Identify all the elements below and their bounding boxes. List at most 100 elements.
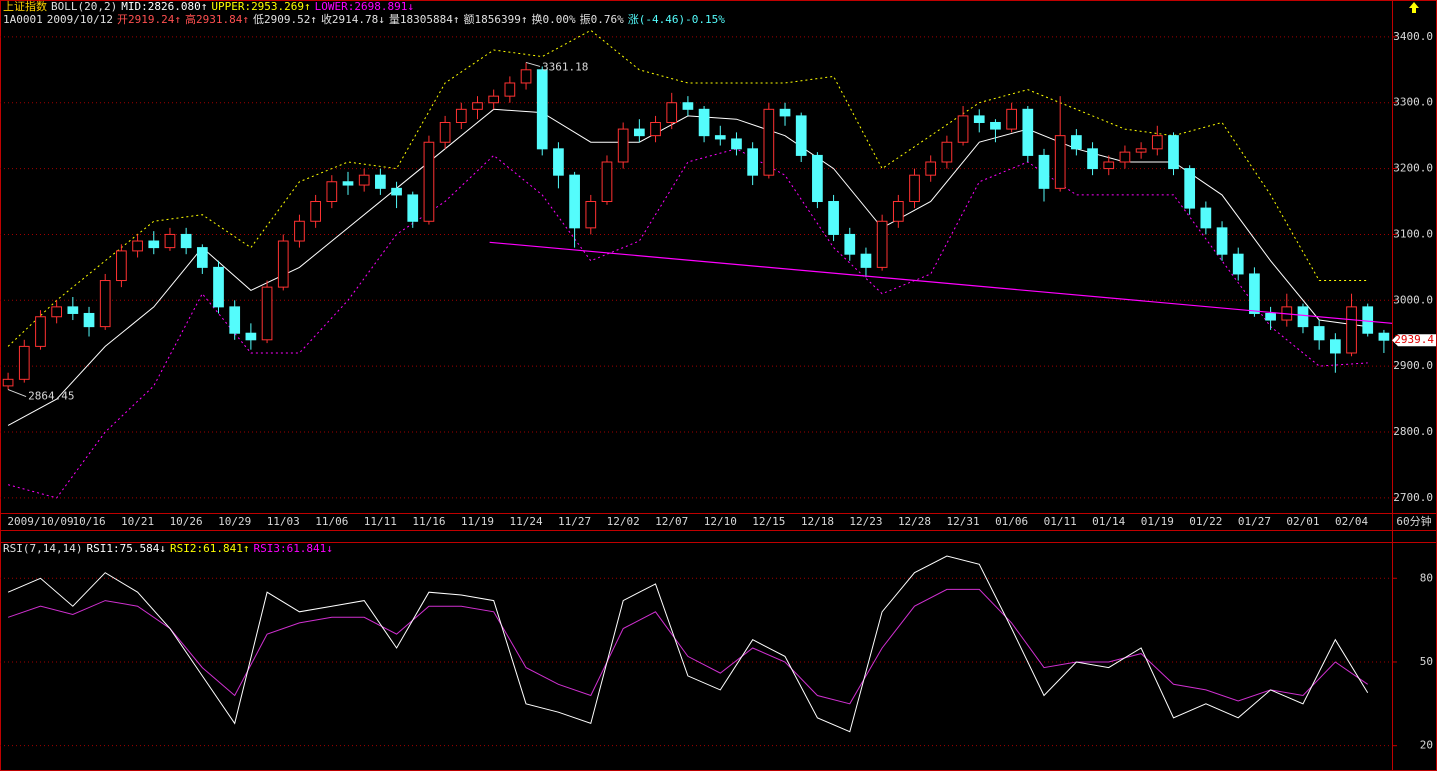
candle-body [1087,148,1098,170]
candle-body [1313,326,1325,341]
candle-body [585,201,597,229]
high-label: 3361.18 [542,60,588,73]
candle-body [1346,306,1357,354]
pointer [525,61,541,67]
candle-body [1216,227,1228,255]
y-tick-label: 3400.0 [1393,30,1433,43]
x-tick-label: 02/04 [1335,515,1368,528]
x-tick-label: 11/03 [267,515,300,528]
y-tick-label: 2900.0 [1393,359,1433,372]
candle-body [1168,135,1179,170]
candle-body [455,108,467,123]
candle-body [180,233,192,249]
x-tick-label: 11/19 [461,515,494,528]
candle-body [941,141,953,163]
info-item: RSI3:61.841↓ [253,542,332,555]
candle-body [1071,135,1082,150]
x-tick-label: 01/27 [1238,515,1271,528]
candle-body [504,82,516,97]
x-tick-label: 01/22 [1189,515,1222,528]
x-tick-label: 10/26 [170,515,203,528]
candle-body [1200,207,1212,229]
x-tick-label: 10/21 [121,515,154,528]
candle-body [2,378,14,387]
candle-body [423,141,435,222]
candle-body [892,201,904,222]
band-line [7,29,1368,347]
candle-body [132,240,143,252]
trend-line [489,241,1393,324]
rsi-line [7,588,1368,705]
info-item: LOWER:2698.891↓ [315,0,414,13]
info-item: RSI(7,14,14) [3,542,82,555]
candle-body [1151,135,1163,150]
candle-body [164,233,176,249]
x-tick-label: 12/15 [752,515,785,528]
info-item: MID:2826.080↑ [121,0,207,13]
low-label: 2864.45 [28,390,74,403]
candle-body [731,138,742,150]
candle-body [277,240,289,288]
candle-body [1006,108,1017,130]
pointer [7,389,27,398]
candle-body [1022,108,1034,156]
info-item: 低2909.52↑ [253,13,317,26]
y-tick-label: 3000.0 [1393,293,1433,306]
info-item: 1A0001 [3,13,43,26]
candle-body [375,174,386,189]
candle-body [83,312,95,328]
y-tick-label: 3300.0 [1393,96,1433,109]
info-item: 2009/10/12 [47,13,113,26]
info-item: 振0.76% [580,12,624,26]
candle-body [99,280,111,328]
candle-body [407,194,419,222]
candle-body [682,102,694,110]
rsi-line [7,555,1369,733]
candle-body [763,108,775,176]
info-item: 收2914.78↓ [321,12,385,26]
candle-body [294,220,305,242]
x-tick-label: 12/07 [655,515,688,528]
candle-body [261,286,273,341]
info-item: RSI2:61.841↑ [170,542,249,555]
band-line [7,148,1368,499]
candle-body [358,174,370,186]
candle-body [391,187,402,196]
y-tick-label: 20 [1420,739,1433,752]
info-item: 上证指数 [3,0,47,13]
candle-body [601,161,613,203]
x-tick-label: 12/31 [947,515,980,528]
candle-body [747,148,759,176]
candle-body [779,108,791,117]
x-tick-label: 02/01 [1286,515,1319,528]
candle-body [1265,312,1276,321]
y-tick-label: 3100.0 [1393,227,1433,240]
candle-body [1054,135,1066,189]
candle-body [1378,332,1390,341]
candle-body [1249,273,1260,314]
candle-body [213,266,224,308]
x-tick-label: 10/29 [218,515,251,528]
scroll-icon[interactable] [1409,2,1419,13]
x-tick-label: 11/11 [364,515,397,528]
band-line [7,108,1368,426]
candle-body [196,247,208,268]
candle-body [650,121,661,137]
x-tick-label: 11/24 [509,515,542,528]
price-tag: 2939.4 [1394,333,1434,346]
candle-body [1297,306,1309,328]
x-tick-label: 12/18 [801,515,834,528]
candle-body [245,332,257,341]
candle-body [569,174,580,229]
candle-body [342,181,354,186]
price-tag-box [1392,334,1436,347]
y-tick-label: 2800.0 [1393,425,1433,438]
candle-body [633,128,645,137]
x-tick-label: 10/16 [72,515,105,528]
candle-body [229,306,241,334]
candle-body [472,102,483,110]
candle-body [925,161,937,176]
candle-body [1184,168,1196,209]
candle-body [714,135,726,140]
